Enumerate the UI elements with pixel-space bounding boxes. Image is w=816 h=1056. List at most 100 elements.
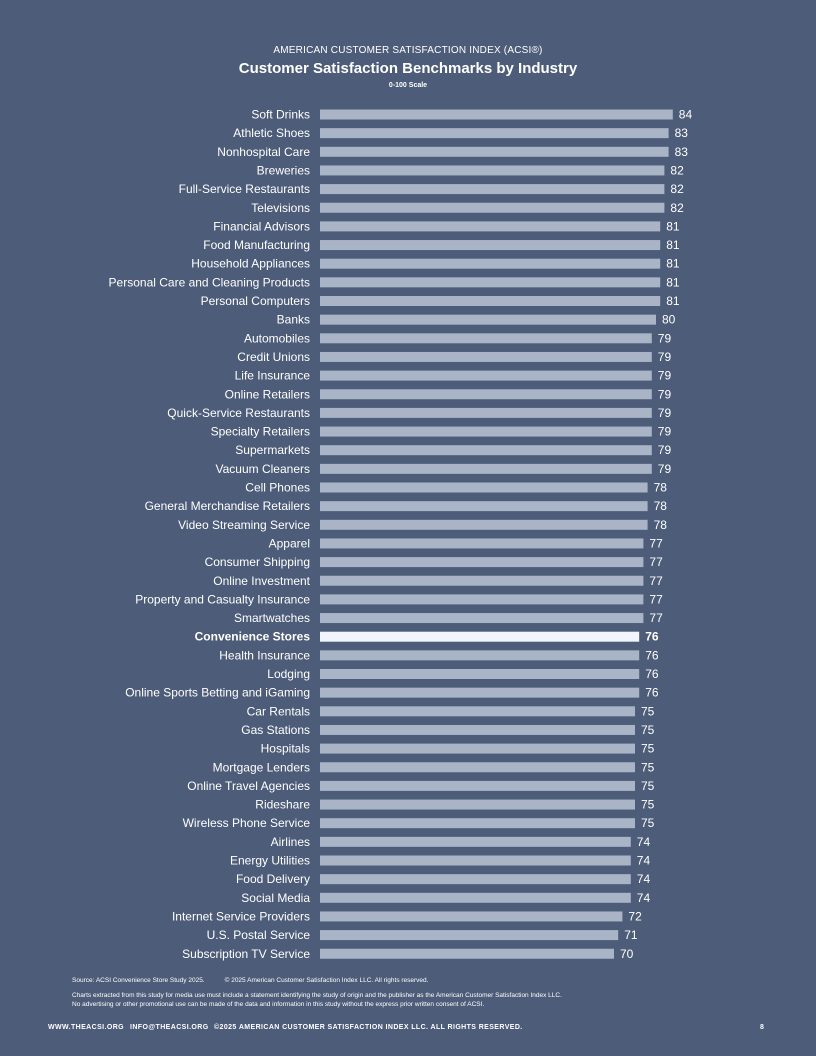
industry-bar (320, 258, 661, 269)
value-label: 82 (670, 182, 684, 196)
industry-bar (320, 296, 661, 306)
value-label: 79 (658, 462, 672, 476)
category-label: U.S. Postal Service (207, 928, 311, 942)
value-label: 74 (637, 854, 651, 868)
category-label: Nonhospital Care (217, 145, 310, 159)
value-label: 75 (641, 798, 655, 812)
category-label: Personal Care and Cleaning Products (109, 275, 310, 289)
category-label: Automobiles (244, 331, 310, 345)
value-label: 70 (620, 947, 634, 961)
industry-bar (320, 892, 631, 903)
category-label: Online Sports Betting and iGaming (125, 686, 310, 700)
website-link[interactable]: WWW.THEACSI.ORG (48, 1024, 124, 1031)
industry-bar (320, 538, 644, 549)
value-label: 84 (679, 108, 693, 122)
value-label: 79 (658, 387, 672, 401)
category-label: Life Insurance (235, 369, 311, 383)
industry-bar (320, 557, 644, 568)
industry-bar (320, 594, 644, 605)
value-label: 81 (666, 275, 680, 289)
industry-bar (320, 743, 635, 754)
category-label: Mortgage Lenders (213, 760, 310, 774)
usage-note-2: No advertising or other promotional use … (72, 1001, 485, 1008)
industry-bar (320, 706, 635, 717)
category-label: Vacuum Cleaners (216, 462, 311, 476)
page-number: 8 (760, 1024, 765, 1031)
industry-bar (320, 277, 661, 288)
value-label: 76 (645, 686, 659, 700)
industry-bar (320, 501, 648, 512)
category-label: Food Delivery (236, 872, 310, 886)
industry-bar (320, 333, 652, 344)
industry-bar (320, 389, 652, 400)
value-label: 77 (649, 536, 663, 550)
category-label: Consumer Shipping (205, 555, 310, 569)
value-label: 79 (658, 406, 672, 420)
industry-bar (320, 128, 669, 139)
value-label: 77 (649, 592, 663, 606)
industry-bar (320, 818, 635, 829)
category-label: Financial Advisors (213, 219, 310, 233)
industry-bar (320, 482, 648, 493)
value-label: 79 (658, 369, 672, 383)
value-label: 83 (675, 126, 689, 140)
category-label: Soft Drinks (251, 108, 310, 122)
category-label: Lodging (267, 667, 310, 681)
industry-bar (320, 911, 623, 922)
value-label: 78 (654, 499, 668, 513)
industry-bar (320, 855, 631, 866)
value-label: 75 (641, 742, 655, 756)
industry-bar (320, 687, 640, 698)
category-label: Apparel (269, 536, 310, 550)
category-label: Athletic Shoes (233, 126, 310, 140)
category-label: Hospitals (261, 742, 310, 756)
industry-bar (320, 669, 640, 679)
value-label: 78 (654, 481, 668, 495)
value-label: 79 (658, 350, 672, 364)
industry-bar (320, 351, 652, 362)
category-label: Personal Computers (201, 294, 310, 308)
industry-bar (320, 146, 669, 157)
industry-bar (320, 426, 652, 437)
value-label: 74 (637, 872, 651, 886)
copyright-note: © 2025 American Customer Satisfaction In… (224, 977, 429, 984)
category-label: Subscription TV Service (182, 947, 310, 961)
email-link[interactable]: INFO@THEACSI.ORG (130, 1024, 209, 1031)
value-label: 81 (666, 294, 680, 308)
category-label: Household Appliances (191, 257, 310, 271)
category-label: Wireless Phone Service (183, 816, 311, 830)
category-label: Online Travel Agencies (187, 779, 310, 793)
value-label: 75 (641, 723, 655, 737)
category-label: Health Insurance (219, 648, 310, 662)
category-label: Energy Utilities (230, 854, 310, 868)
industry-bar (320, 762, 635, 773)
industry-bar (320, 240, 661, 251)
value-label: 79 (658, 443, 672, 457)
value-label: 74 (637, 835, 651, 849)
category-label: Televisions (251, 201, 310, 215)
value-label: 74 (637, 891, 651, 905)
value-label: 83 (675, 145, 689, 159)
industry-bar (320, 836, 631, 847)
category-label: Full-Service Restaurants (179, 182, 310, 196)
value-label: 75 (641, 779, 655, 793)
category-label: Smartwatches (234, 611, 310, 625)
value-label: 79 (658, 331, 672, 345)
category-label: Internet Service Providers (172, 909, 310, 923)
organization-heading: AMERICAN CUSTOMER SATISFACTION INDEX (AC… (273, 45, 543, 56)
industry-bar (320, 930, 619, 941)
value-label: 82 (670, 163, 684, 177)
value-label: 77 (649, 574, 663, 588)
category-label: Property and Casualty Insurance (135, 592, 310, 606)
industry-bar (320, 370, 652, 381)
category-label: Breweries (257, 163, 310, 177)
chart-title: Customer Satisfaction Benchmarks by Indu… (238, 60, 578, 77)
industry-bar (320, 724, 635, 735)
value-label: 81 (666, 219, 680, 233)
category-label: Cell Phones (245, 481, 310, 495)
category-label: Airlines (271, 835, 310, 849)
value-label: 81 (666, 257, 680, 271)
industry-bar (320, 575, 644, 586)
industry-bar (320, 650, 640, 661)
value-label: 75 (641, 704, 655, 718)
